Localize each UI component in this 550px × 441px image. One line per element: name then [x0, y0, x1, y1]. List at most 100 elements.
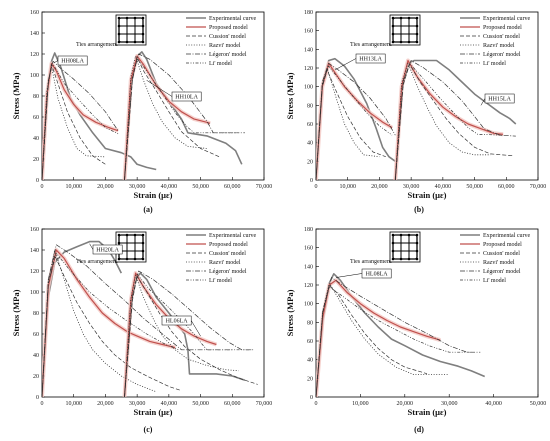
annotation-leader — [89, 243, 94, 250]
x-tick-label: 10,000 — [339, 184, 356, 190]
panel-caption: (b) — [414, 205, 424, 214]
ties-bar — [415, 233, 419, 237]
y-tick-label: 120 — [30, 52, 39, 58]
ties-bar — [391, 249, 395, 253]
ties-bar — [117, 257, 121, 261]
x-tick-label: 50,000 — [192, 184, 209, 190]
x-tick-label: 30,000 — [441, 401, 458, 407]
ties-bar — [141, 24, 145, 28]
x-axis-label: Strain (με) — [134, 407, 173, 417]
plot-frame — [41, 11, 265, 181]
series-line-l-geron-model — [124, 270, 255, 397]
series-group — [42, 240, 258, 397]
series-line-proposed-model — [123, 272, 217, 397]
ties-bar — [141, 249, 145, 253]
ties-bar — [391, 257, 395, 261]
x-axis-label: Strain (με) — [408, 407, 447, 417]
ties-bar — [415, 16, 419, 20]
chart-panel-0: 0 20 40 60 80 100 120 140 160 0 10,000 20,000 30,000… — [11, 10, 272, 200]
legend-label: Li' model — [209, 61, 232, 67]
ties-bar — [133, 16, 137, 20]
ties-arrangement-label: Ties arrangement — [76, 42, 118, 48]
x-tick-label: 70,000 — [530, 184, 547, 190]
x-tick-label: 30,000 — [129, 184, 146, 190]
series-line-l-geron-model — [42, 60, 119, 180]
legend-label: Experimental curve — [483, 16, 530, 22]
series-line-cussion-model — [42, 254, 182, 397]
legend-label: Li' model — [483, 278, 506, 284]
x-tick-label: 0 — [41, 184, 44, 190]
annotation-label: HH20LA — [96, 248, 119, 254]
series-line-proposed-model — [394, 59, 504, 180]
ties-bar — [141, 16, 145, 20]
x-tick-label: 40,000 — [485, 401, 502, 407]
ties-bar — [117, 24, 121, 28]
series-line-razvi-model — [42, 66, 106, 180]
x-axis-label: Strain (με) — [408, 190, 447, 200]
ties-bar — [391, 40, 395, 44]
series-line-proposed-model — [316, 62, 393, 180]
panel-caption: (a) — [143, 205, 153, 214]
annotation-label: HH10LA — [175, 95, 198, 101]
legend-label: Razvi' model — [483, 260, 515, 266]
y-tick-label: 120 — [304, 283, 313, 289]
panel-caption: (c) — [144, 425, 153, 434]
y-tick-label: 60 — [307, 122, 313, 128]
y-tick-label: 0 — [36, 178, 39, 184]
plot-frame — [315, 228, 539, 398]
series-line-l-geron-model — [124, 53, 239, 180]
y-tick-label: 0 — [36, 395, 39, 401]
series-line-razvi-model — [316, 67, 380, 180]
y-tick-label: 140 — [30, 31, 39, 37]
y-axis-label: Stress (MPa) — [11, 289, 21, 336]
y-tick-label: 20 — [33, 374, 39, 380]
series-line-li-model — [316, 65, 393, 180]
legend-label: Légeron' model — [209, 269, 247, 275]
legend-label: Proposed model — [209, 242, 248, 248]
x-tick-label: 40,000 — [435, 184, 452, 190]
y-tick-label: 80 — [307, 320, 313, 326]
ties-bar — [141, 241, 145, 245]
ties-arrangement-label: Ties arrangement — [350, 42, 392, 48]
x-tick-label: 30,000 — [403, 184, 420, 190]
series-line-cussion-model — [124, 56, 220, 180]
y-tick-label: 120 — [304, 66, 313, 72]
ties-bar — [117, 40, 121, 44]
y-tick-label: 60 — [307, 339, 313, 345]
annotation-leader — [334, 58, 357, 71]
ties-bar — [415, 257, 419, 261]
ties-bar — [141, 40, 145, 44]
y-axis-label: Stress (MPa) — [11, 72, 21, 119]
plot-frame — [41, 228, 265, 398]
series-line-cussion-model — [316, 284, 428, 397]
x-tick-label: 40,000 — [161, 401, 178, 407]
legend-label: Experimental curve — [483, 233, 530, 239]
ties-bar — [125, 16, 129, 20]
series-line-l-geron-model — [394, 60, 516, 180]
legend-label: Cussion' model — [483, 251, 520, 257]
series-group — [316, 57, 517, 180]
chart-panel-1: 0 20 40 60 80 100 120 140 160 180 0 10,000 20,000 30,… — [285, 10, 546, 200]
ties-outer — [115, 14, 147, 46]
y-tick-label: 80 — [307, 103, 313, 109]
y-tick-label: 160 — [30, 10, 39, 16]
ties-bar — [415, 32, 419, 36]
ties-bar — [407, 40, 411, 44]
series-line-razvi-model — [316, 282, 450, 397]
ties-bar — [399, 233, 403, 237]
y-tick-label: 40 — [33, 136, 39, 142]
ties-bar — [407, 16, 411, 20]
y-tick-label: 20 — [307, 159, 313, 165]
chart-panel-3: 0 20 40 60 80 100 120 140 160 180 0 10,000 20,000 30,… — [285, 227, 546, 417]
annotation-box — [161, 315, 192, 326]
y-tick-label: 100 — [304, 302, 313, 308]
ties-arrangement-diagram — [115, 231, 147, 263]
y-tick-label: 160 — [304, 29, 313, 35]
ties-bar — [117, 241, 121, 245]
series-line-cussion-model — [42, 64, 106, 180]
y-tick-label: 140 — [304, 264, 313, 270]
ties-bar — [415, 249, 419, 253]
ties-bar — [125, 40, 129, 44]
legend-label: Experimental curve — [209, 233, 256, 239]
ties-bar — [141, 257, 145, 261]
